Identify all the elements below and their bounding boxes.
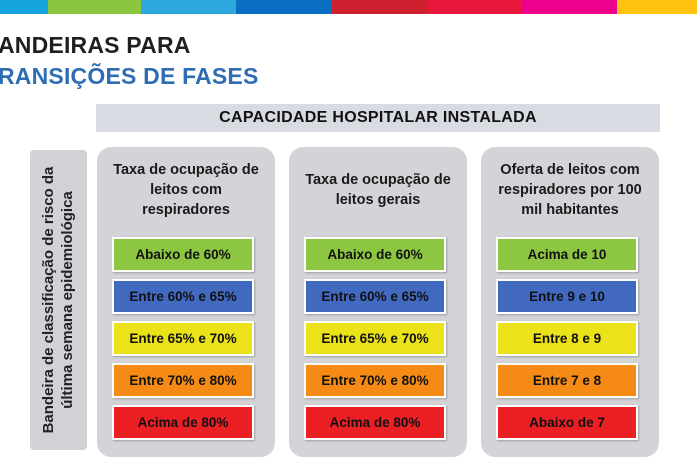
column-title-line: leitos com: [150, 182, 222, 198]
level-pill-blue: Entre 9 e 10: [496, 279, 638, 314]
color-strip-7: [522, 0, 617, 14]
level-pill-orange: Entre 70% e 80%: [112, 363, 254, 398]
column-title-line: Taxa de ocupação de: [305, 172, 451, 188]
level-pill-yellow: Entre 8 e 9: [496, 321, 638, 356]
color-strip-6: [427, 0, 522, 14]
color-strip-3: [141, 0, 236, 14]
top-color-bar: [0, 0, 697, 14]
level-pill-green: Acima de 10: [496, 237, 638, 272]
color-strip-8: [617, 0, 697, 14]
level-pill-green: Abaixo de 60%: [304, 237, 446, 272]
page-title-line-2: RANSIÇÕES DE FASES: [0, 63, 259, 89]
sidebar-panel: [30, 150, 87, 450]
sidebar-label-line-2: última semana epidemiológica: [59, 191, 76, 409]
column-title-line: leitos gerais: [335, 192, 421, 208]
level-pill-green: Abaixo de 60%: [112, 237, 254, 272]
column-card-respirator-occupancy: Taxa de ocupação de leitos com respirado…: [97, 147, 275, 457]
color-strip-4: [236, 0, 331, 14]
column-title-line: Oferta de leitos com: [500, 162, 640, 178]
column-card-respirator-supply: Oferta de leitos com respiradores por 10…: [481, 147, 659, 457]
section-header: CAPACIDADE HOSPITALAR INSTALADA: [96, 104, 660, 132]
color-strip-2: [48, 0, 141, 14]
column-title-line: respiradores: [142, 202, 230, 218]
level-pill-yellow: Entre 65% e 70%: [304, 321, 446, 356]
level-pill-red: Abaixo de 7: [496, 405, 638, 440]
column-title: Oferta de leitos com respiradores por 10…: [485, 147, 655, 233]
color-strip-1: [0, 0, 48, 14]
level-pill-blue: Entre 60% e 65%: [304, 279, 446, 314]
level-pill-red: Acima de 80%: [304, 405, 446, 440]
color-strip-5: [331, 0, 427, 14]
column-title: Taxa de ocupação de leitos com respirado…: [101, 147, 271, 233]
page-title-line-1: ANDEIRAS PARA: [0, 32, 191, 58]
column-card-general-occupancy: Taxa de ocupação de leitos gerais Abaixo…: [289, 147, 467, 457]
level-pill-blue: Entre 60% e 65%: [112, 279, 254, 314]
column-title: Taxa de ocupação de leitos gerais: [293, 147, 463, 233]
level-pill-red: Acima de 80%: [112, 405, 254, 440]
column-title-line: respiradores por 100: [498, 182, 642, 198]
column-title-line: Taxa de ocupação de: [113, 162, 259, 178]
column-title-line: mil habitantes: [521, 202, 619, 218]
sidebar-label-line-1: Bandeira de classificação de risco da: [40, 166, 57, 434]
level-pill-yellow: Entre 65% e 70%: [112, 321, 254, 356]
sidebar-label: Bandeira de classificação de risco da úl…: [28, 150, 88, 450]
level-pill-orange: Entre 7 e 8: [496, 363, 638, 398]
level-pill-orange: Entre 70% e 80%: [304, 363, 446, 398]
